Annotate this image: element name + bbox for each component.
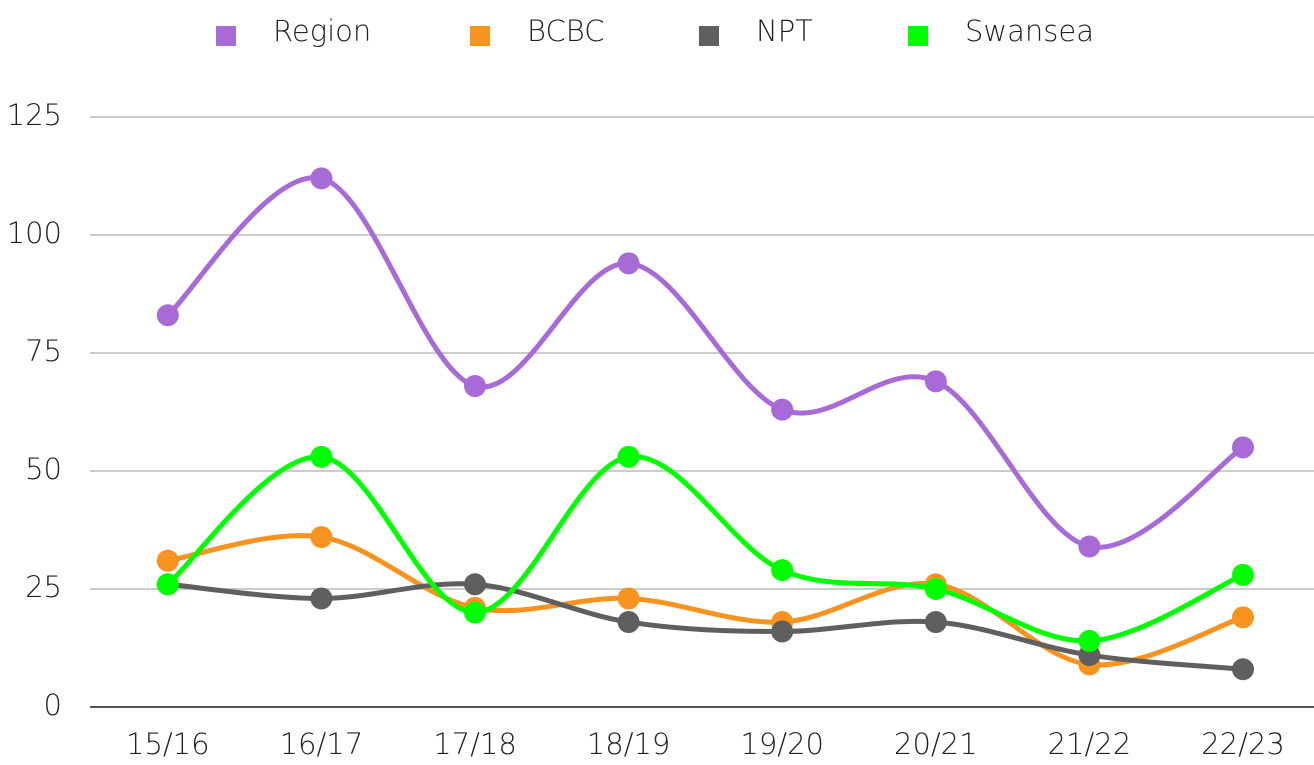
data-point [1232, 606, 1254, 629]
data-point [310, 167, 333, 190]
series-line [165, 581, 1246, 672]
x-tick-label: 19/20 [740, 727, 824, 761]
data-point [617, 445, 640, 468]
x-tick-label: 18/19 [587, 727, 671, 761]
series-line [165, 454, 1246, 644]
x-tick-label: 21/22 [1048, 727, 1132, 761]
legend-label: NPT [756, 14, 813, 48]
x-tick-label: 16/17 [280, 727, 364, 761]
y-tick-label: 0 [44, 688, 62, 722]
data-point [924, 370, 947, 393]
legend-label: Region [273, 14, 371, 48]
data-point [1078, 535, 1101, 558]
data-point [617, 587, 640, 610]
data-point [464, 601, 486, 624]
legend-swatch [699, 26, 719, 46]
data-point [924, 611, 947, 634]
data-point [464, 573, 486, 596]
legend-label: Swansea [965, 14, 1094, 48]
data-point [310, 445, 333, 468]
data-point [310, 587, 333, 610]
legend-label: BCBC [527, 14, 604, 48]
data-point [1232, 563, 1254, 586]
data-point [1232, 658, 1254, 681]
x-tick-label: 20/21 [894, 727, 978, 761]
data-point [771, 398, 794, 421]
data-point [464, 375, 486, 398]
legend-swatch [470, 26, 490, 46]
data-point [771, 559, 794, 582]
data-point [771, 620, 794, 643]
y-tick-label: 50 [25, 452, 62, 486]
data-point [1232, 436, 1254, 459]
y-tick-label: 100 [7, 216, 62, 250]
data-point [310, 526, 333, 549]
data-point [617, 252, 640, 275]
data-point [156, 304, 179, 327]
y-tick-label: 25 [25, 570, 62, 604]
x-tick-label: 15/16 [126, 727, 210, 761]
x-tick-label: 17/18 [433, 727, 517, 761]
data-point [156, 549, 179, 572]
series-line [165, 175, 1246, 550]
data-point [1078, 629, 1101, 652]
data-point [156, 573, 179, 596]
data-point [924, 578, 947, 600]
y-tick-label: 125 [7, 98, 62, 132]
legend-swatch [908, 26, 928, 46]
series-line [165, 533, 1246, 668]
data-point [617, 611, 640, 634]
x-tick-label: 22/23 [1201, 727, 1285, 761]
legend-swatch [216, 26, 236, 46]
y-tick-label: 75 [25, 334, 62, 368]
